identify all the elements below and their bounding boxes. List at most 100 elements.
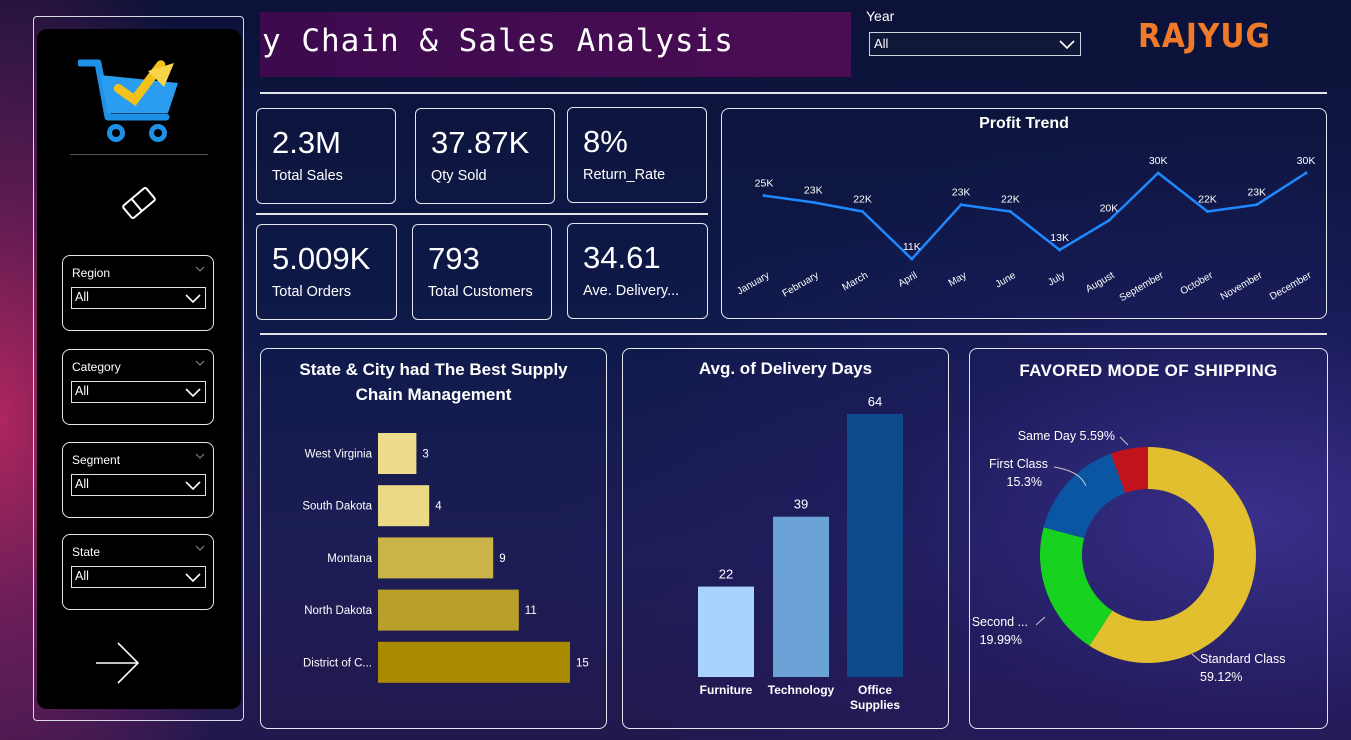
donut-slice-label: Second ... 19.99%	[972, 615, 1028, 647]
profit-data-label: 25K	[755, 178, 774, 190]
x-tick-label: October	[1179, 270, 1216, 298]
x-tick-label: March	[840, 270, 870, 293]
state-bar	[378, 589, 519, 631]
profit-point	[861, 209, 865, 213]
profit-data-label: 13K	[1050, 232, 1069, 244]
donut-slice	[1040, 527, 1113, 646]
chevron-down-icon[interactable]	[195, 451, 205, 461]
header-divider	[260, 92, 1327, 94]
profit-point	[1058, 248, 1062, 252]
kpi-label: Return_Rate	[583, 167, 666, 183]
state-slicer[interactable]: State All	[62, 534, 214, 610]
donut-slice-label: Standard Class 59.12%	[1200, 652, 1285, 684]
title-banner: y Chain & Sales Analysis	[260, 12, 851, 77]
region-slicer-label: Region	[72, 266, 111, 280]
donut-slice-label: First Class 15.3%	[989, 457, 1048, 489]
leader-line	[1053, 466, 1087, 487]
shipping-donut-chart: Standard Class 59.12% Second ... 19.99% Firs…	[972, 429, 1286, 684]
state-dropdown[interactable]: All	[71, 566, 206, 588]
state-value-label: 11	[525, 605, 537, 617]
profit-data-label: 30K	[1297, 155, 1316, 167]
delivery-bar	[847, 414, 903, 677]
year-dropdown[interactable]: All	[869, 32, 1081, 56]
profit-point	[910, 257, 914, 261]
state-bar	[378, 433, 417, 474]
shipping-mode-panel: FAVORED MODE OF SHIPPING Standard Class 5…	[969, 348, 1328, 729]
region-dropdown[interactable]: All	[71, 287, 206, 309]
profit-point	[959, 203, 963, 207]
state-bar-chart: West Virginia 3 South Dakota 4 Montana 9 North…	[302, 433, 589, 683]
kpi-value: 5.009K	[272, 241, 371, 276]
x-tick-label: June	[994, 270, 1019, 291]
kpi-label: Ave. Delivery...	[583, 283, 680, 299]
kpi-card-total-sales: 2.3M Total Sales	[256, 108, 396, 204]
profit-data-label: 11K	[903, 241, 921, 253]
next-page-arrow-icon[interactable]	[94, 640, 142, 686]
profit-data-label: 23K	[952, 187, 971, 199]
delivery-category-label: Furniture	[700, 683, 753, 697]
x-tick-label: December	[1268, 270, 1314, 303]
category-slicer[interactable]: Category All	[62, 349, 214, 425]
delivery-bar	[698, 586, 754, 677]
region-slicer[interactable]: Region All	[62, 255, 214, 331]
profit-data-label: 22K	[853, 193, 872, 205]
donut-slice-label: Same Day 5.59%	[1018, 429, 1115, 443]
kpi-value: 2.3M	[272, 125, 341, 160]
state-bar	[378, 485, 430, 527]
delivery-bar-chart: 22 Furniture 39 Technology 64 Office Supplies	[698, 394, 903, 712]
state-category-label: South Dakota	[302, 501, 372, 513]
x-tick-label: August	[1084, 270, 1117, 295]
region-value: All	[75, 290, 89, 304]
category-dropdown[interactable]: All	[71, 381, 206, 403]
profit-data-label: 20K	[1100, 203, 1119, 215]
profit-point	[1008, 209, 1012, 213]
segment-dropdown[interactable]: All	[71, 474, 206, 496]
sidebar-frame	[33, 16, 244, 721]
dropdown-arrow-icon	[185, 481, 201, 490]
delivery-value-label: 64	[868, 394, 882, 409]
profit-line	[763, 171, 1307, 261]
clear-filters-eraser-icon[interactable]	[118, 182, 160, 224]
profit-data-label: 23K	[804, 184, 823, 196]
chevron-down-icon[interactable]	[195, 358, 205, 368]
delivery-days-panel: Avg. of Delivery Days 22 Furniture 39 Techn…	[622, 348, 949, 729]
section-divider	[260, 333, 1327, 335]
sidebar	[37, 29, 241, 709]
state-category-label: North Dakota	[304, 605, 372, 617]
profit-point	[1255, 203, 1259, 207]
leader-line	[1119, 436, 1129, 446]
profit-trend-chart: 25K January 23K February 22K March 11K April 23K…	[735, 155, 1316, 304]
kpi-divider	[256, 213, 708, 215]
shopping-cart-icon	[78, 59, 178, 142]
chevron-down-icon[interactable]	[195, 543, 205, 553]
delivery-chart-title: Avg. of Delivery Days	[698, 359, 873, 378]
state-slicer-label: State	[72, 545, 101, 559]
x-tick-label: April	[896, 270, 919, 290]
kpi-value: 793	[428, 241, 480, 276]
state-value-label: 9	[499, 553, 505, 565]
kpi-card-total-orders: 5.009K Total Orders	[256, 224, 397, 320]
donut-slice	[1089, 447, 1256, 663]
profit-data-label: 22K	[1198, 193, 1217, 205]
state-category-label: Montana	[327, 553, 372, 565]
segment-slicer[interactable]: Segment All	[62, 442, 214, 518]
dropdown-arrow-icon	[185, 388, 201, 397]
state-bar	[378, 537, 494, 579]
state-value: All	[75, 569, 89, 583]
page-title: y Chain & Sales Analysis	[262, 23, 734, 59]
x-tick-label: November	[1219, 270, 1265, 303]
category-slicer-label: Category	[72, 360, 121, 374]
chevron-down-icon[interactable]	[195, 264, 205, 274]
profit-trend-title: Profit Trend	[979, 115, 1069, 132]
profit-data-label: 30K	[1149, 155, 1168, 167]
profit-trend-panel: Profit Trend 25K January 23K February 22K Mar…	[721, 108, 1327, 319]
leader-line	[1191, 653, 1201, 662]
profit-point	[1156, 171, 1160, 175]
state-category-label: District of C...	[303, 657, 372, 669]
kpi-card-avg-delivery: 34.61 Ave. Delivery...	[567, 223, 708, 319]
delivery-category-label: Technology	[768, 683, 835, 697]
leader-line	[1035, 616, 1046, 626]
shipping-chart-title: FAVORED MODE OF SHIPPING	[1019, 361, 1278, 380]
x-tick-label: May	[947, 270, 969, 289]
state-bar	[378, 641, 570, 683]
